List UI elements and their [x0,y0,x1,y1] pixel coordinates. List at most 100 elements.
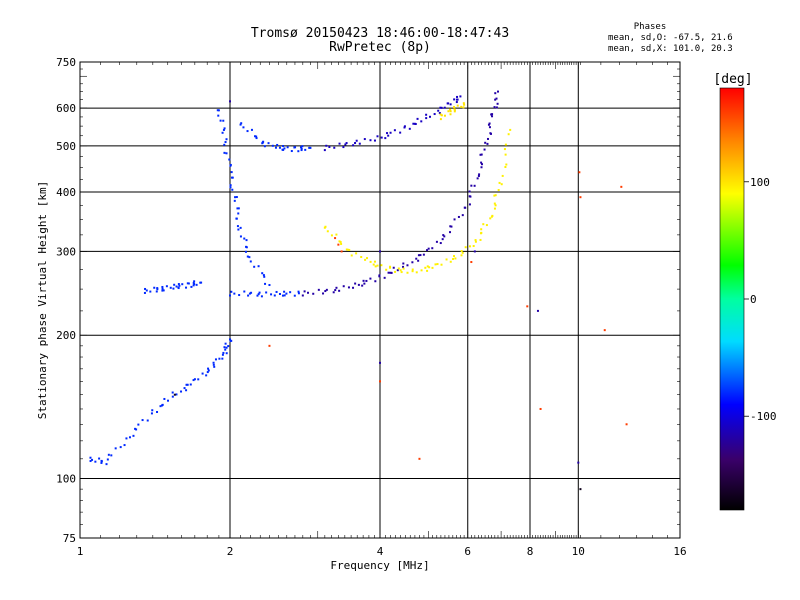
data-point [258,291,261,294]
data-point [396,269,399,272]
data-point [415,271,418,274]
data-point [493,194,496,197]
data-point [473,184,476,187]
data-point [363,282,366,285]
data-point [197,378,200,381]
data-point [462,102,465,105]
data-point [264,282,267,285]
data-point [390,271,393,274]
data-point [493,202,496,205]
data-point [303,290,306,293]
data-point [262,274,265,277]
data-point [100,461,103,464]
data-point [165,285,168,288]
data-point [440,114,443,117]
data-point [200,281,203,284]
data-point [449,225,452,228]
data-point [491,113,494,116]
data-point [453,98,456,101]
data-point [119,446,122,449]
data-point [456,104,459,107]
data-point [328,145,331,148]
data-point [480,166,483,169]
data-point [175,285,178,288]
data-point [255,135,258,138]
data-point [449,260,452,263]
colorbar-tick-label: 100 [750,176,770,189]
data-point [212,361,215,364]
data-point [271,144,274,147]
data-point [248,292,251,295]
data-point [468,190,471,193]
data-point [261,272,264,275]
data-point [222,119,225,122]
data-point [156,288,159,291]
data-point [456,95,459,98]
data-point [494,194,497,197]
data-point [89,460,92,463]
data-point [453,110,456,113]
data-point [468,245,471,248]
data-point [477,174,480,177]
data-point [245,245,248,248]
data-point [454,257,457,260]
data-point [452,257,455,260]
data-point [246,130,249,133]
data-point [177,283,180,286]
data-point [219,119,222,122]
data-point [334,237,337,240]
data-point [221,353,224,356]
data-point [494,92,497,95]
data-point [447,110,450,113]
data-point [345,142,348,145]
y-axis-label: Stationary phase Virtual Height [km] [36,181,49,419]
data-point [380,136,383,139]
data-point [487,123,490,126]
data-point [480,153,483,156]
data-point [217,109,220,112]
data-point [425,113,428,116]
data-point [335,233,338,236]
data-point [374,280,377,283]
data-point [383,276,386,279]
data-point [229,184,232,187]
data-point [449,231,452,234]
data-point [172,287,175,290]
data-point [494,204,497,207]
data-point [161,289,164,292]
data-point [134,427,137,430]
data-point [389,131,392,134]
data-point [439,106,442,109]
data-point [304,148,307,151]
data-point [578,171,581,174]
data-point [229,338,231,341]
data-point [494,98,497,101]
data-point [230,339,233,342]
data-point [625,423,628,426]
data-point [452,255,455,258]
data-point [263,275,266,278]
data-point [418,457,421,460]
data-point [223,127,226,130]
data-point [141,419,144,422]
data-point [403,125,406,128]
data-point [415,257,418,260]
data-point [114,447,117,450]
axis-tick-labels: 1 2 4 6 8 10 16 75 100 200 300 400 500 600 750 [56,56,687,558]
y-tick-label: 100 [56,473,76,486]
data-point [300,149,303,152]
data-point [177,286,180,289]
data-point [229,186,232,189]
data-point [481,163,484,166]
data-point [358,142,361,145]
data-point [491,115,494,118]
data-point [91,458,94,461]
data-point [474,239,477,242]
data-point [526,305,529,308]
data-point [106,458,109,461]
data-point [427,247,430,250]
data-point [242,126,245,129]
data-point [464,246,467,249]
data-point [332,291,335,294]
